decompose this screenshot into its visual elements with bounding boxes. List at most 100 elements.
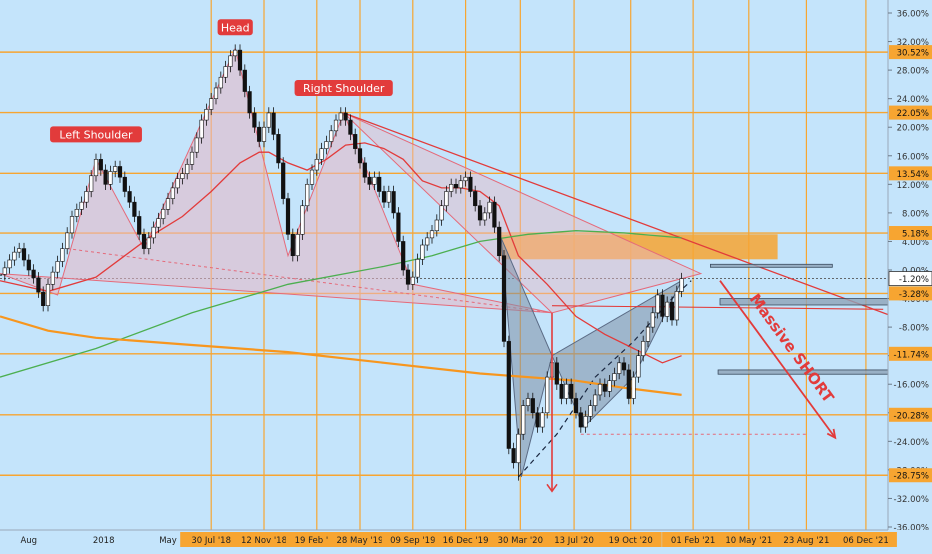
candle-body — [161, 209, 166, 219]
candle-body — [305, 184, 310, 207]
label-text: Left Shoulder — [59, 128, 133, 141]
candle-body — [300, 205, 305, 235]
candle-18 — [84, 185, 89, 208]
x-label-4: 12 Nov '18 — [233, 532, 295, 547]
candle-body — [98, 159, 103, 171]
candle-0 — [0, 273, 3, 276]
candle-22 — [103, 164, 108, 191]
candle-body — [146, 237, 151, 249]
right-triangle-pattern — [343, 112, 703, 314]
x-label-bg — [543, 532, 606, 547]
candle-body — [525, 398, 531, 406]
candle-94 — [449, 178, 454, 198]
y-tick-label-1: 32.00% — [897, 38, 929, 48]
x-label-text: 30 Jul '18 — [191, 536, 231, 546]
candle-60 — [285, 192, 291, 241]
candle-76 — [362, 157, 367, 183]
candle-34 — [161, 203, 166, 225]
candle-body — [17, 248, 22, 253]
candle-118 — [564, 378, 569, 405]
candle-body — [645, 326, 651, 342]
candle-body — [117, 166, 123, 178]
candle-62 — [295, 228, 300, 262]
x-label-13: 10 May '21 — [717, 532, 780, 547]
candle-27 — [127, 185, 132, 208]
candlesticks — [0, 44, 684, 481]
candle-56 — [266, 107, 271, 133]
candle-21 — [98, 153, 103, 176]
y-tick-label-2: 28.00% — [897, 67, 929, 77]
candle-body — [233, 49, 238, 57]
candle-86 — [410, 271, 415, 290]
candle-body — [434, 219, 439, 232]
candle-67 — [319, 142, 324, 166]
candle-103 — [492, 196, 497, 233]
candle-body — [213, 87, 219, 99]
candle-83 — [396, 207, 401, 248]
label-bg — [294, 79, 393, 96]
candle-140 — [669, 296, 675, 326]
candle-100 — [477, 200, 483, 226]
x-label-bg — [775, 532, 838, 547]
candle-body — [257, 126, 262, 142]
candle-55 — [261, 121, 267, 148]
candle-body — [41, 291, 46, 306]
candle-50 — [237, 44, 243, 76]
candle-139 — [665, 296, 670, 323]
price-level-tag-6: -20.28% — [889, 407, 932, 422]
candle-35 — [165, 192, 171, 216]
candle-49 — [233, 44, 238, 62]
candle-body — [607, 380, 612, 392]
candle-body — [69, 216, 75, 234]
candle-body — [578, 412, 583, 428]
candle-37 — [175, 172, 180, 194]
x-label-6: 28 May '19 — [329, 532, 391, 547]
candle-40 — [189, 146, 195, 171]
candle-44 — [209, 92, 214, 116]
x-label-text: 23 Aug '21 — [783, 536, 829, 546]
candle-14 — [65, 227, 70, 255]
candle-body — [103, 169, 108, 185]
candle-body — [516, 433, 521, 464]
candle-88 — [420, 239, 425, 266]
candle-66 — [314, 153, 319, 176]
candle-58 — [276, 128, 281, 169]
x-label-bg — [233, 532, 295, 547]
candle-121 — [578, 407, 583, 433]
candle-body — [261, 126, 267, 142]
candle-8 — [36, 272, 41, 298]
candle-body — [12, 251, 17, 261]
candle-61 — [290, 228, 295, 262]
y-tick-label-4: 20.00% — [897, 124, 929, 134]
candle-body — [391, 191, 396, 214]
candle-body — [31, 269, 36, 279]
candle-116 — [554, 357, 559, 390]
candle-body — [425, 237, 430, 246]
price-level-tag-text: 22.05% — [897, 109, 929, 119]
x-label-text: 10 May '21 — [725, 536, 772, 546]
candle-20 — [93, 153, 99, 182]
candle-body — [266, 112, 271, 128]
candle-84 — [401, 235, 406, 276]
candle-body — [0, 273, 3, 276]
candle-body — [405, 269, 411, 285]
candle-body — [410, 276, 415, 285]
candle-104 — [497, 221, 502, 262]
candle-body — [271, 112, 276, 135]
candle-16 — [74, 203, 79, 223]
moving-average-2 — [0, 230, 682, 378]
y-tick-label-15: -24.00% — [894, 438, 929, 448]
candle-body — [285, 198, 291, 235]
x-label-0: Aug — [20, 536, 37, 546]
moving-average-1 — [0, 142, 682, 364]
candle-46 — [218, 71, 223, 94]
price-level-tag-text: 13.54% — [897, 170, 929, 180]
candle-body — [420, 244, 425, 260]
candle-body — [401, 241, 406, 271]
x-label-text: Aug — [20, 536, 37, 546]
candle-body — [180, 173, 185, 179]
candle-92 — [439, 200, 444, 226]
orange-supply-zone — [501, 234, 778, 260]
x-label-bg — [834, 532, 897, 547]
candle-body — [453, 184, 459, 189]
